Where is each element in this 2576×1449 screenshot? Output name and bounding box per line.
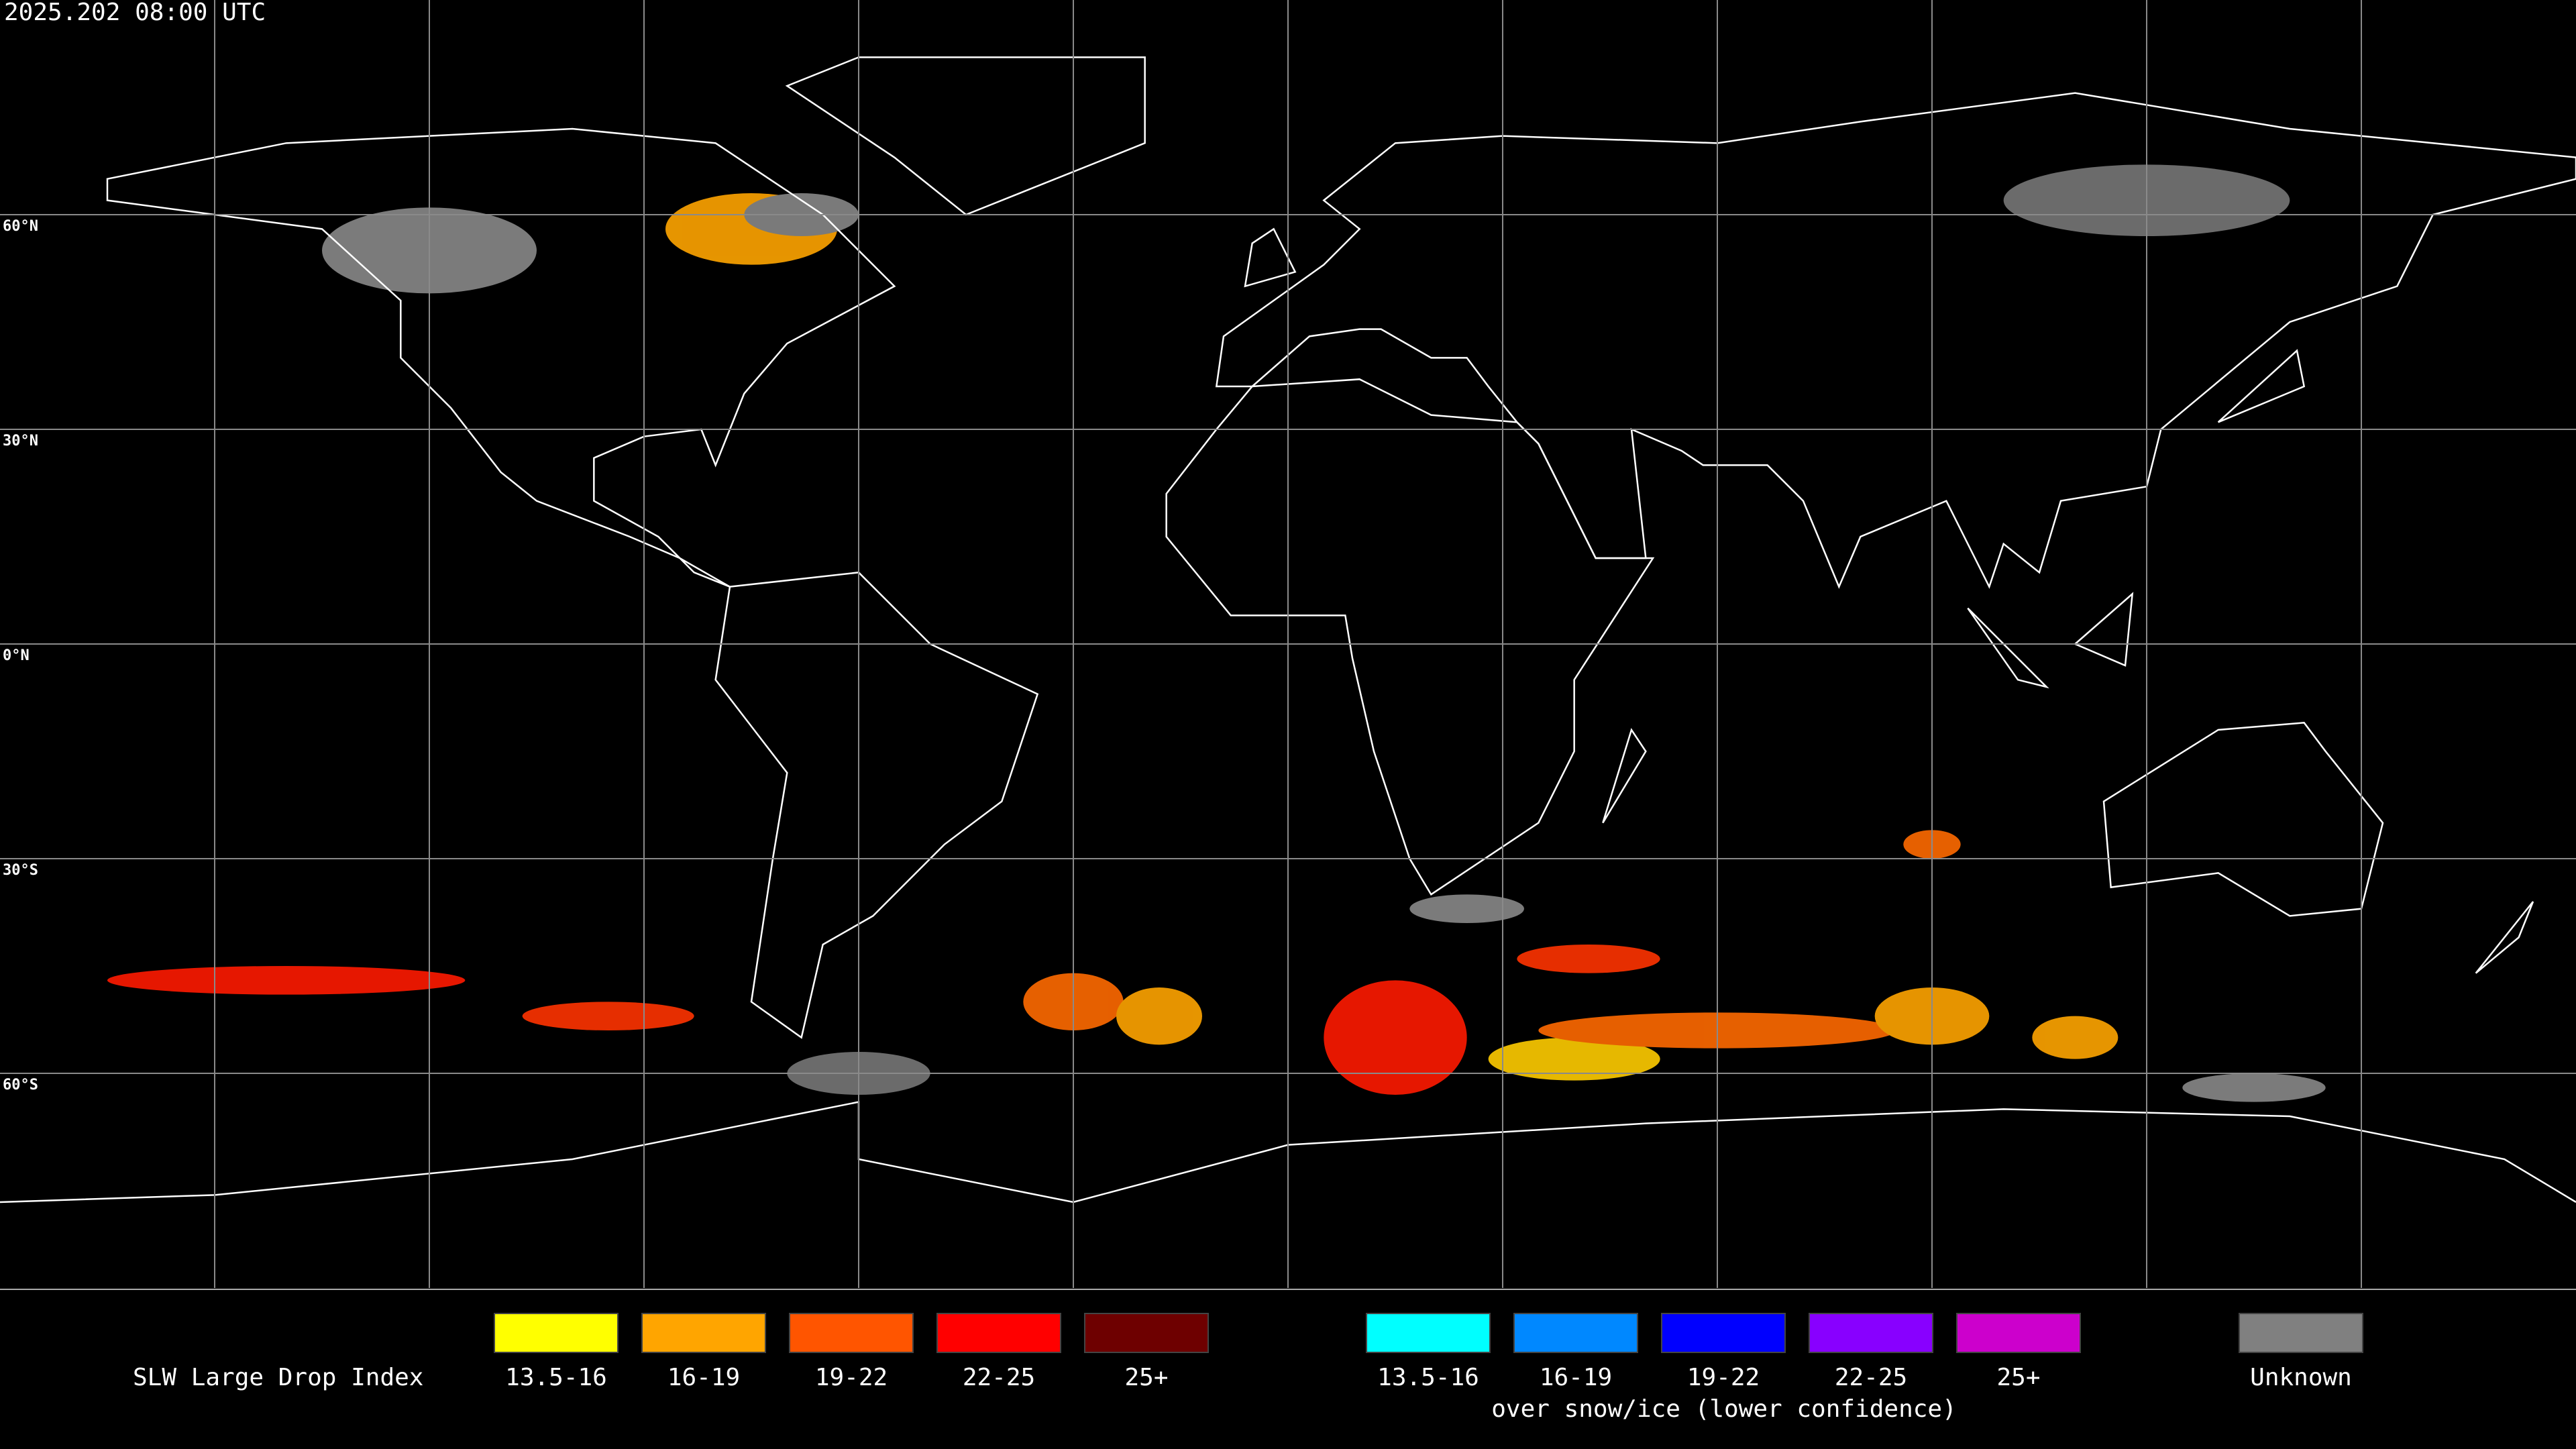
latitude-label: 0°N xyxy=(3,647,30,664)
legend-label: 13.5-16 xyxy=(505,1364,607,1391)
timestamp: 2025.202 08:00 UTC xyxy=(4,0,266,26)
legend-label: 25+ xyxy=(1996,1364,2040,1391)
legend-label: 22-25 xyxy=(1835,1364,1907,1391)
legend-label: 16-19 xyxy=(1540,1364,1612,1391)
graticule xyxy=(0,0,2576,1288)
legend-title: SLW Large Drop Index xyxy=(133,1364,423,1391)
cloud-patch xyxy=(1409,894,1525,924)
legend-swatch xyxy=(1366,1313,1491,1353)
cloud-patch xyxy=(2032,1016,2118,1059)
legend-swatch xyxy=(1084,1313,1209,1353)
legend-label: 19-22 xyxy=(1687,1364,1760,1391)
legend-label: 13.5-16 xyxy=(1377,1364,1479,1391)
cloud-patch xyxy=(522,1002,694,1031)
legend-swatch xyxy=(641,1313,766,1353)
coastline xyxy=(1245,229,2533,973)
legend-label: 19-22 xyxy=(815,1364,888,1391)
coastline xyxy=(0,1102,2576,1202)
latitude-label: 60°S xyxy=(3,1077,38,1093)
legend-swatch xyxy=(789,1313,914,1353)
legend-swatch xyxy=(936,1313,1061,1353)
cloud-cover xyxy=(107,164,2326,1102)
legend-label: 22-25 xyxy=(963,1364,1035,1391)
latitude-label: 30°N xyxy=(3,433,38,449)
legend-swatch xyxy=(494,1313,619,1353)
latitude-label: 30°S xyxy=(3,862,38,879)
cloud-patch xyxy=(1116,987,1202,1045)
legend-swatch xyxy=(1661,1313,1786,1353)
legend: SLW Large Drop Index over snow/ice (lowe… xyxy=(133,1313,2363,1423)
map-layer xyxy=(0,57,2576,1202)
cloud-patch xyxy=(1488,1037,1660,1081)
legend-swatch xyxy=(1809,1313,1933,1353)
cloud-patch xyxy=(107,966,466,995)
legend-label: 16-19 xyxy=(667,1364,740,1391)
legend-caption: over snow/ice (lower confidence) xyxy=(1491,1395,1957,1423)
legend-swatch xyxy=(1513,1313,1638,1353)
coastlines xyxy=(0,57,2576,1202)
cloud-patch xyxy=(1517,945,1660,973)
coastline xyxy=(1167,379,1653,894)
cloud-patch xyxy=(2182,1073,2326,1102)
coastline xyxy=(716,572,1038,1037)
coastline xyxy=(2104,722,2383,916)
latitude-labels: 60°N 30°N 0°N 30°S 60°S xyxy=(3,218,38,1093)
legend-swatch xyxy=(2239,1313,2363,1353)
latitude-label: 60°N xyxy=(3,218,38,235)
coastline xyxy=(1216,93,2576,587)
cloud-patch xyxy=(1324,980,1467,1095)
legend-swatch xyxy=(1956,1313,2081,1353)
legend-label: 25+ xyxy=(1124,1364,1168,1391)
coastline xyxy=(107,129,894,587)
legend-label: Unknown xyxy=(2250,1364,2352,1391)
